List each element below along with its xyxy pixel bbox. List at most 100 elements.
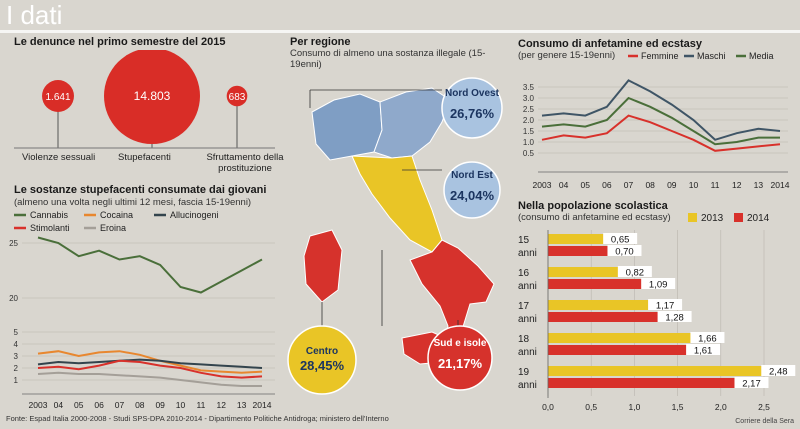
sostanze-x-tick-3: 06 [94,400,104,410]
regione-title: Per regione [290,36,351,48]
scol-label-bg-2013-17 [648,299,683,310]
denunce-value-1: 1.641 [45,92,70,103]
sostanze-x-tick-6: 09 [155,400,165,410]
scol-bar-2013-15 [548,234,605,244]
sostanze-line-eroina [37,371,262,387]
region-bubble-0 [441,77,503,139]
region-value-0: 26,76% [450,106,495,121]
scolastica-legend: 2013 2014 [688,213,770,224]
scol-label-2013-18: 1,66 [698,334,717,345]
source-note: Fonte: Espad Italia 2000-2008 - Studi SP… [6,414,389,423]
sostanze-legend-label-4: Eroina [100,223,126,233]
anf-legend-label-1: Maschi [697,51,726,61]
scol-label-bg-2013-19 [761,365,796,376]
region-value-2: 28,45% [300,358,345,373]
sostanze-x-tick-4: 07 [115,400,125,410]
anf-x-tick-6: 09 [667,180,677,190]
sostanze-line-stimolanti [37,359,263,379]
page-title: I dati [6,0,63,30]
anf-x-tick-9: 12 [732,180,742,190]
sostanze-y-tick-1: 2 [14,364,19,373]
scolastica-subtitle: (consumo di anfetamine ed ecstasy) [518,212,671,223]
anf-x-tick-2: 05 [581,180,591,190]
title-rule [0,30,800,33]
map-nord-est [373,87,451,159]
scol-label-2014-19: 2,17 [742,379,761,390]
anf-x-tick-0: 2003 [533,180,552,190]
scol-bar-2014-16 [548,279,643,289]
region-name-3: Sud e isole [434,338,487,349]
anf-y-tick-1: 1.0 [523,138,535,147]
anfetamine-subtitle: (per genere 15-19enni) [518,50,616,61]
scol-bar-2013-18 [548,333,692,343]
scol-x-tick-2: 1,0 [628,402,640,412]
scol-legend-swatch-1 [734,213,743,222]
anf-x-tick-8: 11 [711,180,720,190]
scol-label-bg-2014-17 [657,311,692,322]
sostanze-y-tick-3: 4 [14,340,19,349]
denunce-bubble-2 [104,50,200,144]
scol-bar-2013-19 [548,366,763,376]
region-value-3: 21,17% [438,356,483,371]
anf-y-tick-4: 2.5 [523,105,535,114]
scol-label-2014-18: 1,61 [694,346,713,357]
scol-anni-3: anni [518,347,537,358]
scolastica-title: Nella popolazione scolastica [518,200,668,212]
scol-legend-label-1: 2014 [747,213,770,224]
scol-label-bg-2014-15 [607,245,642,256]
scol-x-tick-0: 0,0 [542,402,554,412]
scol-x-tick-1: 0,5 [585,402,597,412]
region-bubbles: Nord Ovest 26,76% Nord Est 24,04% Centro28,4… [287,77,503,395]
anfetamine-title: Consumo di anfetamine ed ecstasy [518,38,702,50]
scol-label-bg-2014-19 [734,377,769,388]
sostanze-line-cocaina [37,350,263,374]
scol-bar-2014-18 [548,345,688,355]
scol-label-2013-15: 0,65 [611,235,630,246]
anf-x-tick-5: 08 [645,180,655,190]
anf-x-tick-1: 04 [559,180,569,190]
sostanze-x-tick-11: 2014 [253,400,272,410]
sostanze-y-tick-4: 5 [14,328,19,337]
sostanze-x-tick-0: 2003 [29,400,48,410]
scol-x-tick-5: 2,5 [758,402,770,412]
anf-legend-label-0: Femmine [641,51,679,61]
scol-label-bg-2013-16 [617,266,652,277]
anf-legend-label-2: Media [749,51,774,61]
sostanze-x-tick-10: 13 [237,400,247,410]
scol-x-tick-4: 2,0 [715,402,727,412]
scol-bar-2013-17 [548,300,650,310]
anf-line-media [541,96,780,146]
denunce-title: Le denunce nel primo semestre del 2015 [14,36,226,48]
region-name-2: Centro [306,346,338,357]
anf-x-tick-3: 06 [602,180,612,190]
scolastica-bar-chart: 0,0 0,5 1,0 1,5 2,0 2,5 15 anni 0,650,70 16 anni 0,… [518,230,796,412]
sostanze-y-tick-0: 1 [14,376,19,385]
sostanze-legend-label-2: Allucinogeni [170,210,219,220]
anf-x-tick-10: 13 [754,180,764,190]
denunce-bubbles: 1.641 14.803 683 [14,50,275,149]
anfetamine-legend: Femmine Maschi Media [628,51,774,61]
scol-label-2014-15: 0,70 [615,247,634,258]
scol-label-bg-2014-16 [641,278,676,289]
region-name-1: Nord Est [451,170,493,181]
scol-legend-swatch-0 [688,213,697,222]
sostanze-x-tick-7: 10 [176,400,186,410]
scol-label-2014-17: 1,28 [665,313,684,324]
anf-x-tick-7: 10 [689,180,699,190]
sostanze-line-chart: 123452025302003040506070809101112132014 [9,236,275,410]
sostanze-line-cannabis [37,236,263,294]
scol-bar-2014-19 [548,378,736,388]
anf-y-tick-2: 1.5 [523,127,535,136]
region-bubble-3 [427,325,493,391]
sostanze-legend: Cannabis Cocaina Allucinogeni Stimolanti Ero… [14,210,219,233]
regione-subtitle: Consumo di almeno una sostanza illegale … [290,48,486,70]
denunce-bubble-1 [42,80,74,112]
scol-age-3: 18 [518,334,530,345]
scol-bar-2014-15 [548,246,609,256]
scol-age-4: 19 [518,367,530,378]
scol-legend-label-0: 2013 [701,213,724,224]
denunce-bubble-3 [226,85,248,107]
sostanze-x-tick-1: 04 [54,400,64,410]
anf-line-maschi [541,79,781,141]
